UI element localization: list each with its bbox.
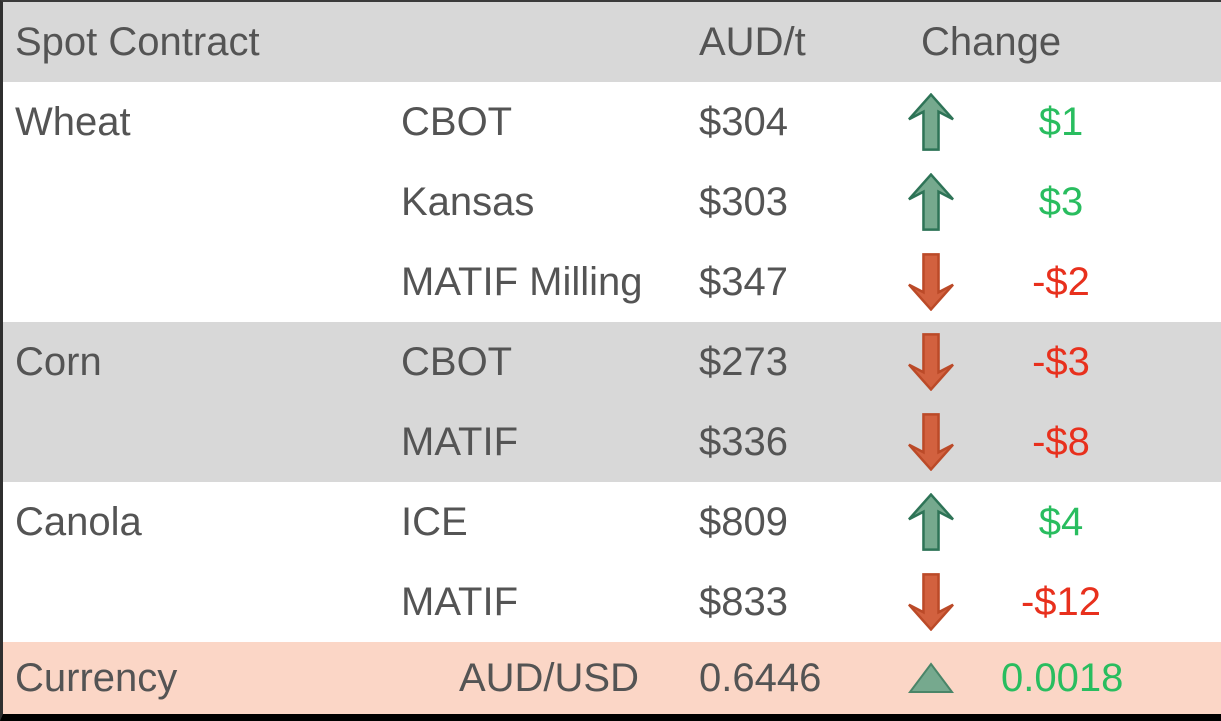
price-cell: $303 [699,179,788,224]
up-arrow-icon [908,173,954,231]
price-cell: $273 [699,339,788,384]
change-value-cell: -$8 [1032,419,1090,464]
contract-cell: AUD/USD [458,655,639,700]
price-cell: 0.6446 [699,655,822,700]
contract-cell: MATIF [401,419,519,464]
price-cell: $833 [699,579,788,624]
change-value-cell: -$2 [1032,259,1090,304]
price-cell: $304 [699,99,788,144]
table-row: Corn CBOT $273 -$3 [3,322,1221,402]
commodity-cell: Corn [15,339,102,384]
change-value-cell: 0.0018 [1001,655,1124,700]
table-row: Wheat CBOT $304 $1 [3,82,1221,162]
change-value-cell: $3 [1038,179,1084,224]
contract-cell: MATIF Milling [401,259,643,304]
header-change: Change [921,19,1062,64]
change-direction-cell [861,333,1001,391]
header-aud-t: AUD/t [699,19,806,64]
change-direction-cell [861,413,1001,471]
down-arrow-icon [908,253,954,311]
change-value-cell: $4 [1038,499,1084,544]
table-row: MATIF Milling $347 -$2 [3,242,1221,322]
price-cell: $336 [699,419,788,464]
down-arrow-icon [908,573,954,631]
change-direction-cell [861,173,1001,231]
contract-cell: CBOT [401,339,513,384]
table-row: MATIF $336 -$8 [3,402,1221,482]
commodity-cell: Currency [15,655,178,700]
change-direction-cell [861,662,1001,694]
table-body: Wheat CBOT $304 $1 Kansas $303 [3,82,1221,714]
change-direction-cell [861,93,1001,151]
header-spot-contract: Spot Contract [15,19,260,64]
table-row: Currency AUD/USD 0.6446 0.0018 [3,642,1221,714]
contract-cell: MATIF [401,579,519,624]
change-direction-cell [861,493,1001,551]
up-arrow-icon [908,93,954,151]
change-direction-cell [861,253,1001,311]
change-value-cell: -$3 [1032,339,1090,384]
contract-cell: Kansas [401,179,535,224]
price-cell: $809 [699,499,788,544]
down-arrow-icon [908,413,954,471]
up-triangle-icon [908,662,954,693]
contract-cell: ICE [401,499,468,544]
change-value-cell: $1 [1038,99,1084,144]
table-header-row: Spot Contract AUD/t Change [3,2,1221,82]
price-cell: $347 [699,259,788,304]
change-value-cell: -$12 [1020,579,1102,624]
commodity-cell: Wheat [15,99,131,144]
change-direction-cell [861,573,1001,631]
table-row: MATIF $833 -$12 [3,562,1221,642]
table-row: Canola ICE $809 $4 [3,482,1221,562]
table-row: Kansas $303 $3 [3,162,1221,242]
up-arrow-icon [908,493,954,551]
commodity-cell: Canola [15,499,142,544]
down-arrow-icon [908,333,954,391]
contract-cell: CBOT [401,99,513,144]
